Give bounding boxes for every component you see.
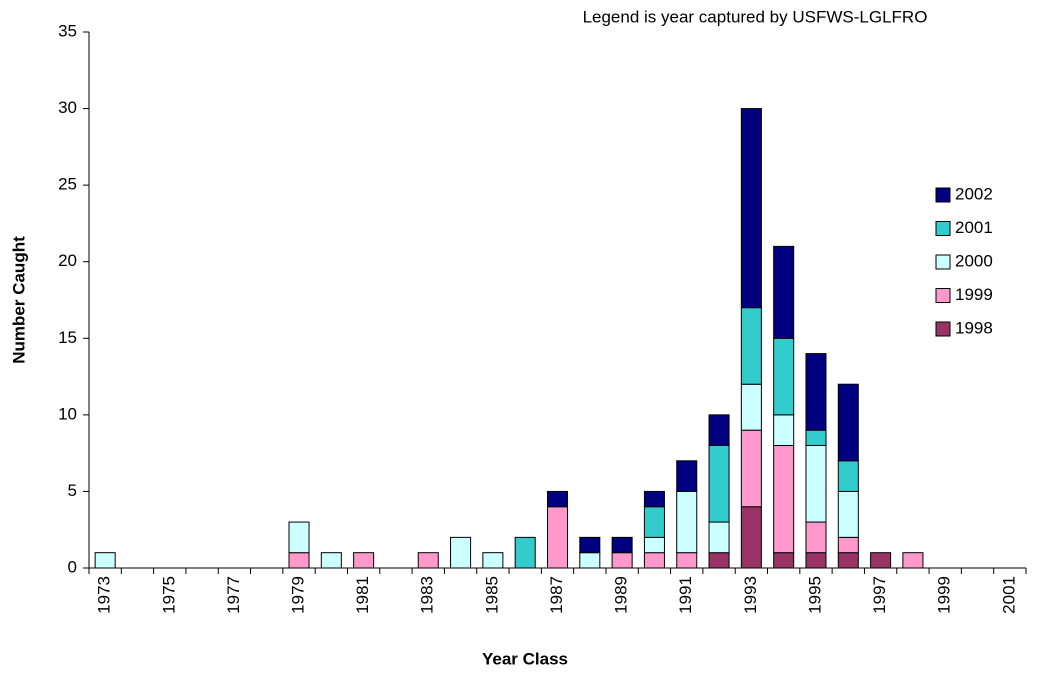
legend-label: 2002 — [955, 184, 993, 203]
bar-segment — [417, 552, 439, 569]
legend-label: 1999 — [955, 285, 993, 304]
bar-segment — [353, 552, 375, 569]
x-tick-label: 1975 — [159, 576, 178, 614]
x-tick-label: 1989 — [612, 576, 631, 614]
bar-segment — [611, 552, 633, 569]
bar-segment — [611, 536, 633, 554]
y-tick-label: 25 — [58, 175, 77, 194]
x-tick-label: 1995 — [805, 576, 824, 614]
bar-segment — [837, 460, 859, 492]
x-tick-label: 1983 — [418, 576, 437, 614]
bar-segment — [514, 536, 536, 569]
x-tick-label: 1981 — [353, 576, 372, 614]
bar-segment — [288, 552, 310, 569]
y-tick-label: 35 — [58, 21, 77, 40]
legend-swatch — [935, 321, 951, 337]
x-tick-label: 1977 — [224, 576, 243, 614]
x-axis-title: Year Class — [482, 649, 568, 668]
bar-segment — [837, 490, 859, 538]
bar-segment — [708, 414, 730, 446]
bar-segment — [740, 429, 762, 508]
x-tick-label: 1979 — [289, 576, 308, 614]
bar-segment — [579, 552, 601, 569]
x-tick-label: 1993 — [741, 576, 760, 614]
bar-segment — [805, 444, 827, 523]
bar-segment — [708, 444, 730, 523]
bar-segment — [546, 490, 569, 508]
bar-segment — [579, 536, 601, 554]
y-tick-label: 10 — [58, 404, 77, 423]
bar-segment — [773, 337, 795, 416]
legend-label: 2000 — [955, 251, 993, 270]
legend-label: 1998 — [955, 318, 993, 337]
bar-segment — [740, 108, 762, 309]
bar-segment — [676, 552, 698, 569]
y-tick-label: 30 — [58, 98, 77, 117]
bar-segment — [740, 307, 762, 385]
bar-segment — [902, 552, 924, 569]
bar-segment — [643, 490, 665, 508]
bar-segment — [740, 506, 762, 569]
bar-segment — [643, 506, 665, 538]
bar-segment — [643, 552, 665, 569]
y-tick-label: 20 — [58, 251, 77, 270]
legend-swatch — [935, 221, 951, 236]
bar-segment — [805, 521, 827, 554]
bar-segment — [870, 552, 892, 569]
bar-segment — [288, 521, 310, 554]
bar-segment — [805, 552, 827, 569]
bar-segment — [643, 536, 665, 554]
y-axis-title: Number Caught — [9, 236, 28, 364]
bar-segment — [676, 490, 698, 554]
bar-segment — [546, 506, 569, 569]
bar-segment — [837, 552, 859, 569]
x-tick-label: 2001 — [999, 576, 1018, 614]
x-tick-label: 1999 — [935, 576, 954, 614]
legend-swatch — [935, 254, 951, 270]
legend-swatch — [935, 187, 951, 203]
y-tick-label: 5 — [68, 481, 77, 500]
x-tick-label: 1997 — [870, 576, 889, 614]
legend-swatch — [935, 288, 951, 303]
bar-segment — [450, 536, 472, 569]
bar-segment — [837, 383, 859, 462]
bar-segment — [837, 536, 859, 554]
bar-segment — [773, 444, 795, 554]
x-tick-label: 1991 — [676, 576, 695, 614]
bar-segment — [805, 429, 827, 446]
x-tick-label: 1987 — [547, 576, 566, 614]
legend-label: 2001 — [955, 218, 993, 237]
x-tick-label: 1985 — [482, 576, 501, 614]
x-tick-label: 1973 — [95, 576, 114, 614]
bar-segment — [320, 552, 342, 569]
bar-segment — [805, 353, 827, 431]
annotation: Legend is year captured by USFWS-LGLFRO — [583, 7, 928, 26]
bar-segment — [773, 245, 795, 339]
bar-segment — [773, 552, 795, 569]
bar-segment — [482, 552, 504, 569]
y-tick-label: 15 — [58, 328, 77, 347]
bar-segment — [773, 414, 795, 446]
bar-segment — [740, 383, 762, 431]
bar-segment — [708, 521, 730, 554]
bar-segment — [708, 552, 730, 569]
y-tick-label: 0 — [68, 557, 77, 576]
bar-segment — [676, 460, 698, 492]
bar-segment — [94, 552, 116, 569]
